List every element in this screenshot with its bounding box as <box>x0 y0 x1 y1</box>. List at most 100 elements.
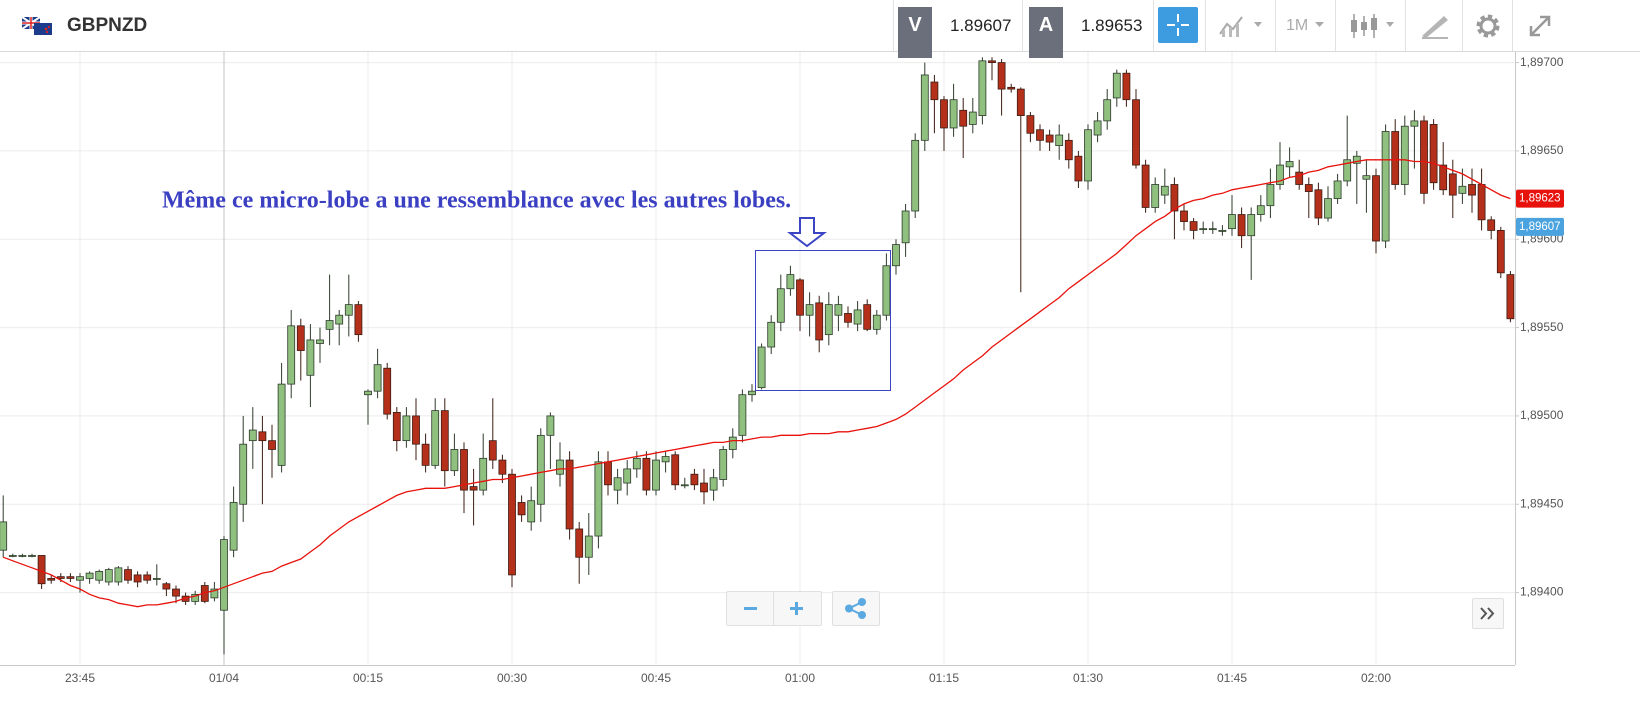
zoom-icons[interactable] <box>727 592 821 625</box>
candle-body <box>997 62 1006 90</box>
scroll-right-button[interactable] <box>1472 598 1504 629</box>
candle-body <box>632 457 641 470</box>
candle-body <box>1247 214 1256 237</box>
candle-body <box>661 456 670 463</box>
candle-body <box>940 99 948 129</box>
scroll-icon <box>1480 607 1495 620</box>
y-tick-label: 1,89650 <box>1520 143 1564 157</box>
candle-body <box>776 288 785 323</box>
candle-body <box>844 313 852 323</box>
x-tick-label: 01:00 <box>785 671 815 685</box>
candle-body <box>642 457 651 491</box>
candle-body <box>421 443 430 466</box>
candle-body <box>796 279 804 316</box>
candle-body <box>546 415 555 436</box>
arrow <box>787 217 827 248</box>
candle-body <box>1218 230 1227 232</box>
bid-price[interactable]: 1.89607 <box>950 16 1012 35</box>
y-tick-label: 1,89550 <box>1520 320 1564 334</box>
candle-body <box>575 528 584 558</box>
candle-body <box>210 588 219 599</box>
x-tick-label: 01:45 <box>1217 671 1247 685</box>
share-button[interactable] <box>832 591 880 626</box>
y-tick-label: 1,89500 <box>1520 408 1564 422</box>
candle-body <box>1333 180 1342 200</box>
zoom-controls <box>726 591 822 626</box>
candle-body <box>1170 184 1179 212</box>
x-tick-label: 02:00 <box>1361 671 1391 685</box>
price-marker <box>1516 189 1564 208</box>
candle-body <box>440 410 449 472</box>
candle-body <box>229 502 238 551</box>
candle-body <box>604 461 612 486</box>
price-marker-label: 1,89607 <box>1519 221 1561 233</box>
candle-body <box>1045 134 1054 143</box>
candle-body <box>1228 214 1236 230</box>
candle-body <box>104 569 113 583</box>
candle-body <box>786 274 795 290</box>
candle-body <box>767 321 776 348</box>
candle-body <box>1391 131 1400 185</box>
candle-type-button[interactable] <box>1348 12 1398 40</box>
x-tick-label: 00:45 <box>641 671 671 685</box>
bid-label[interactable]: V <box>898 7 932 58</box>
candle-body <box>1103 99 1112 122</box>
candle-body <box>239 443 248 505</box>
candle-body <box>28 555 36 557</box>
candle-body <box>1352 155 1361 164</box>
candle-body <box>66 576 75 579</box>
candle-body <box>1448 173 1457 196</box>
candle-body <box>1237 214 1246 237</box>
candle-body <box>1026 115 1035 134</box>
candle-body <box>594 461 603 537</box>
chart-type-button[interactable] <box>1218 12 1266 40</box>
candle-body <box>719 449 728 480</box>
toolbar: GBPNZD V 1.89607 A 1.89653 1M <box>0 0 1640 58</box>
candle-body <box>1362 175 1371 180</box>
candle-body <box>1093 120 1102 136</box>
candle-body <box>1295 171 1304 185</box>
candle-body <box>556 459 564 475</box>
candle-body <box>690 473 699 486</box>
candle-body <box>402 415 411 442</box>
candle-body <box>392 411 401 442</box>
candle-body <box>1324 198 1332 219</box>
candle-body <box>1074 155 1083 182</box>
candle-body <box>863 304 872 330</box>
candle-body <box>316 339 324 344</box>
candle-body <box>671 454 680 486</box>
candle-body <box>248 429 257 442</box>
candle-body <box>325 320 334 330</box>
candle-body <box>460 449 468 491</box>
ask-price[interactable]: 1.89653 <box>1081 16 1143 35</box>
candle-body <box>431 410 440 466</box>
candle-body <box>1036 129 1044 141</box>
candle-body <box>364 390 372 396</box>
candle-body <box>287 325 296 385</box>
timeframe[interactable]: 1M <box>1286 17 1309 34</box>
candle-body <box>18 555 27 557</box>
draw-button[interactable] <box>1418 12 1452 40</box>
candle-body <box>306 339 315 376</box>
candle-body <box>1266 184 1275 207</box>
ask-label[interactable]: A <box>1029 7 1063 58</box>
candle-body <box>114 567 123 583</box>
candle-body <box>805 304 814 316</box>
y-tick-label: 1,89700 <box>1520 55 1564 69</box>
candle-body <box>1189 221 1198 231</box>
candle-body <box>1372 175 1380 242</box>
settings-button[interactable] <box>1474 12 1502 40</box>
x-tick-label: 00:30 <box>497 671 527 685</box>
candle-body <box>623 468 632 484</box>
candle-body <box>1064 139 1073 161</box>
candle-body <box>133 574 142 583</box>
candle-body <box>76 576 84 581</box>
crosshair-button[interactable] <box>1158 7 1198 43</box>
candle-body <box>354 304 363 336</box>
y-tick-label: 1,89450 <box>1520 496 1564 510</box>
fullscreen-button[interactable] <box>1526 12 1554 40</box>
candle-body <box>1160 185 1169 196</box>
candle-body <box>1420 120 1428 194</box>
candle-body <box>152 578 161 580</box>
x-tick-label: 01/04 <box>209 671 239 685</box>
